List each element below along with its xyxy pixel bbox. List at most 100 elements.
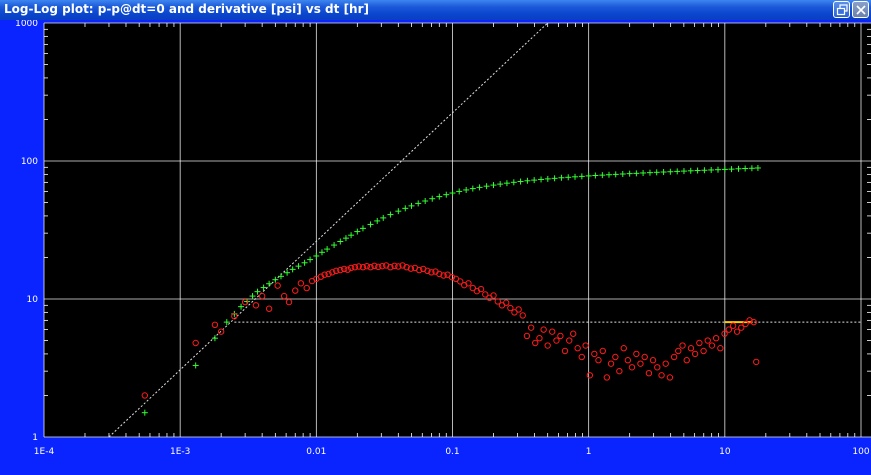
pressure-plus-marker: [395, 208, 402, 215]
derivative-circle-marker: [683, 357, 690, 364]
pressure-plus-marker: [367, 221, 374, 228]
derivative-circle-marker: [679, 342, 686, 349]
derivative-circle-marker: [367, 263, 374, 271]
tick-labels: 1E-4 1E-3 0.01 0.1 1 10 100 1 10 100 1000: [15, 20, 870, 457]
derivative-circle-marker: [666, 374, 674, 381]
pressure-plus-marker: [463, 186, 470, 193]
window-title: Log-Log plot: p-p@dt=0 and derivative [p…: [4, 2, 369, 16]
derivative-circle-marker: [654, 364, 661, 371]
derivative-circle-marker: [574, 345, 581, 352]
derivative-circle-marker: [582, 342, 589, 349]
pressure-plus-marker: [402, 205, 409, 212]
pressure-plus-marker: [324, 246, 331, 253]
restore-window-button[interactable]: [833, 1, 850, 18]
derivative-circle-marker: [662, 360, 669, 367]
derivative-circle-marker: [252, 302, 260, 309]
pressure-plus-marker: [456, 188, 463, 195]
derivative-circle-marker: [557, 332, 564, 340]
pressure-plus-marker: [612, 171, 619, 178]
pressure-plus-marker: [476, 184, 483, 191]
derivative-circle-marker: [637, 360, 644, 367]
derivative-circle-marker: [303, 284, 310, 292]
derivative-circle-marker: [708, 342, 716, 349]
derivative-circle-marker: [540, 326, 547, 333]
pressure-plus-marker: [415, 200, 422, 207]
pressure-plus-marker: [572, 173, 579, 180]
pressure-plus-marker: [295, 263, 302, 270]
derivative-circle-marker: [700, 347, 707, 355]
pressure-plus-marker: [578, 173, 585, 180]
derivative-circle-marker: [379, 262, 386, 270]
derivative-circle-marker: [465, 280, 472, 287]
y-tick-label: 100: [21, 157, 38, 167]
derivative-circle-marker: [359, 263, 367, 271]
pressure-plus-marker: [674, 168, 681, 175]
derivative-circle-marker: [515, 306, 522, 313]
pressure-plus-marker: [721, 166, 728, 173]
window-titlebar: Log-Log plot: p-p@dt=0 and derivative [p…: [0, 0, 871, 20]
derivative-circle-marker: [351, 263, 359, 271]
pressure-plus-marker: [313, 252, 320, 259]
derivative-circle-marker: [675, 347, 682, 355]
derivative-circle-marker: [344, 266, 351, 273]
close-icon: [856, 5, 866, 15]
derivative-circle-marker: [494, 298, 501, 305]
derivative-circle-marker: [231, 313, 238, 320]
pressure-plus-marker: [667, 168, 674, 175]
pressure-plus-marker: [687, 167, 694, 174]
derivative-circle-marker: [490, 292, 497, 299]
plot-area: [44, 23, 871, 437]
derivative-circle-marker: [721, 330, 728, 337]
restore-window-icon: [836, 4, 848, 16]
pressure-plus-marker: [449, 190, 456, 197]
derivative-circle-marker: [424, 267, 431, 275]
derivative-circle-marker: [586, 372, 594, 379]
pressure-plus-marker: [422, 198, 429, 205]
derivative-circle-marker: [383, 262, 390, 269]
pressure-plus-marker: [249, 293, 256, 300]
pressure-plus-marker: [640, 169, 647, 176]
derivative-circle-marker: [355, 263, 362, 270]
derivative-circle-marker: [340, 265, 348, 273]
pressure-plus-marker: [538, 176, 545, 183]
pressure-plus-marker: [646, 169, 653, 176]
derivative-circle-marker: [436, 270, 443, 278]
derivative-circle-marker: [603, 374, 611, 381]
derivative-circle-marker: [624, 357, 632, 364]
pressure-plus-marker: [653, 169, 660, 176]
pressure-plus-marker: [408, 202, 415, 209]
pressure-plus-marker: [585, 172, 592, 179]
pressure-plus-marker: [141, 409, 148, 416]
derivative-circle-marker: [687, 345, 695, 352]
pressure-plus-marker: [633, 170, 640, 177]
derivative-circle-marker: [217, 328, 225, 335]
derivative-circle-marker: [141, 392, 149, 399]
y-tick-label: 10: [27, 295, 39, 305]
close-window-button[interactable]: [852, 1, 869, 18]
derivative-circle-marker: [750, 318, 757, 326]
derivative-circle-marker: [738, 324, 745, 331]
derivative-circle-marker: [578, 353, 585, 361]
pressure-plus-marker: [380, 214, 387, 221]
x-tick-label: 1E-3: [170, 447, 190, 457]
derivative-circle-marker: [649, 357, 657, 364]
pressure-plus-marker: [551, 175, 558, 182]
derivative-circle-marker: [553, 337, 560, 344]
pressure-plus-marker: [301, 259, 308, 266]
derivative-circle-marker: [511, 309, 518, 316]
derivative-circle-marker: [725, 326, 733, 333]
derivative-circle-marker: [527, 324, 535, 331]
pressure-plus-marker: [715, 166, 722, 173]
pressure-plus-marker: [599, 172, 606, 179]
x-tick-label: 10: [719, 447, 731, 457]
derivative-circle-marker: [482, 291, 489, 298]
derivative-circle-marker: [363, 262, 371, 270]
pressure-plus-marker: [503, 180, 510, 187]
minor-tick-marks: [44, 23, 871, 437]
derivative-circle-marker: [645, 369, 653, 377]
x-tick-label: 0.1: [445, 447, 459, 457]
derivative-circle-marker: [371, 262, 378, 270]
derivative-circle-marker: [403, 263, 410, 271]
derivative-circle-marker: [591, 350, 598, 358]
derivative-circle-marker: [333, 267, 340, 275]
